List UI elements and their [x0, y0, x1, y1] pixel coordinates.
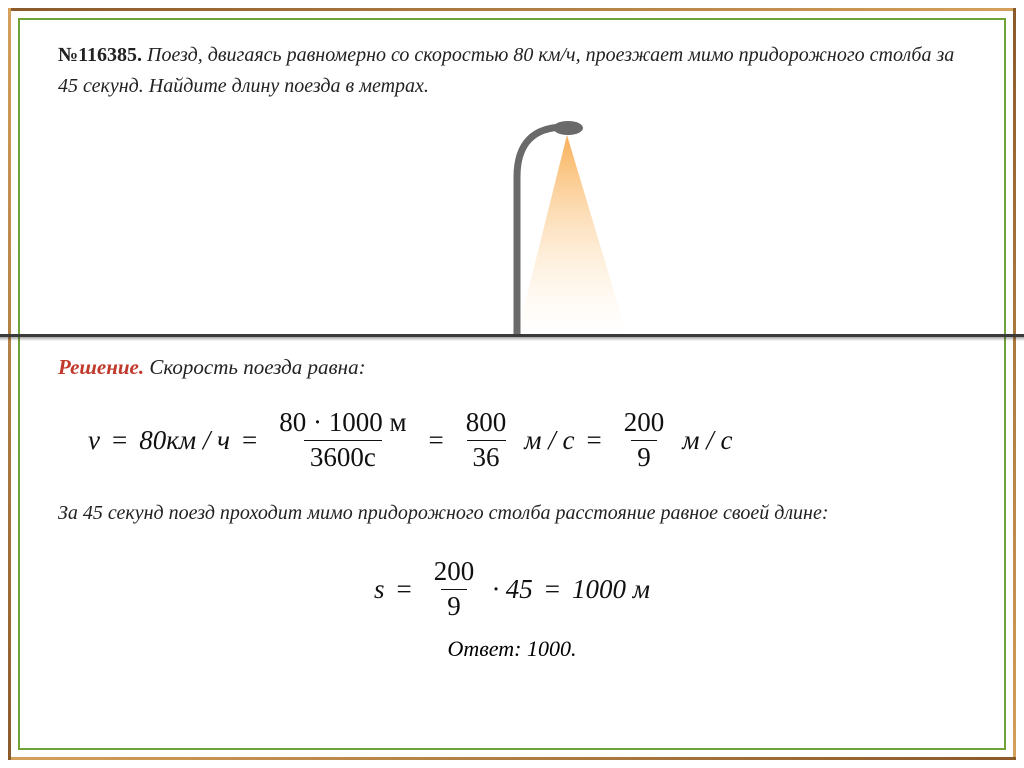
illustration-area: [58, 102, 966, 337]
frac1-den: 3600с: [304, 440, 382, 473]
problem-speed: 80 км/ч: [513, 44, 575, 66]
fraction-3: 200 9: [614, 408, 675, 472]
equals-2: =: [238, 425, 261, 456]
var-v: v: [88, 425, 100, 456]
equals-6: =: [541, 574, 564, 605]
distance-formula: s = 200 9 · 45 = 1000 м: [58, 557, 966, 621]
v-value: 80км / ч: [139, 425, 230, 456]
result-1000m: 1000 м: [572, 574, 650, 605]
var-s: s: [374, 574, 385, 605]
equals-4: =: [582, 425, 605, 456]
answer-label: Ответ:: [447, 636, 521, 661]
unit-3: м / с: [682, 425, 732, 456]
velocity-formula: v = 80км / ч = 80 · 1000 м 3600с = 800 3…: [58, 408, 966, 472]
problem-text-3: . Найдите длину поезда в метрах.: [139, 75, 429, 97]
solution-label: Решение.: [58, 355, 144, 379]
problem-number: №116385.: [58, 44, 142, 66]
equals-3: =: [425, 425, 448, 456]
frac2-den: 36: [467, 440, 506, 473]
equals-1: =: [108, 425, 131, 456]
fracs-den: 9: [441, 589, 467, 622]
problem-text-2: , проезжает мимо придорожного столба за: [576, 44, 955, 66]
problem-statement: №116385. Поезд, двигаясь равномерно со с…: [58, 40, 966, 102]
fraction-1: 80 · 1000 м 3600с: [269, 408, 416, 472]
street-lamp-icon: [457, 107, 637, 337]
solution-heading: Решение. Скорость поезда равна:: [58, 355, 966, 380]
mult-45: · 45: [492, 574, 533, 605]
fracs-num: 200: [428, 557, 481, 589]
frac2-num: 800: [460, 408, 513, 440]
solution-intro: Скорость поезда равна:: [149, 355, 365, 379]
fraction-s: 200 9: [424, 557, 485, 621]
slide-content: №116385. Поезд, двигаясь равномерно со с…: [58, 40, 966, 728]
problem-text-1: Поезд, двигаясь равномерно со скоростью: [142, 44, 513, 66]
solution-paragraph: За 45 секунд поезд проходит мимо придоро…: [58, 498, 966, 529]
answer-line: Ответ: 1000.: [58, 636, 966, 662]
unit-2: м / с: [524, 425, 574, 456]
frac3-den: 9: [631, 440, 657, 473]
problem-time: 45 секунд: [58, 75, 139, 97]
equals-5: =: [393, 574, 416, 605]
frac1-num: 80 · 1000 м: [273, 408, 412, 440]
ground-shadow: [0, 337, 1024, 341]
fraction-2: 800 36: [456, 408, 517, 472]
frac3-num: 200: [618, 408, 671, 440]
answer-value: 1000.: [522, 636, 577, 661]
